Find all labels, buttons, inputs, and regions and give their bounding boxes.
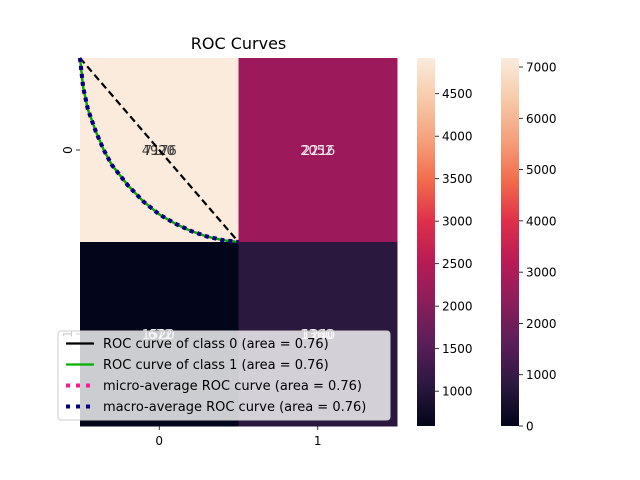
y-tick-label-0: 0 [61, 146, 75, 154]
colorbar-0-tick-label-6: 4000 [442, 130, 473, 144]
colorbar-0-tick-label-3: 2500 [442, 257, 473, 271]
colorbar-0-tick-label-0: 1000 [442, 385, 473, 399]
cell-label-r0c1-1: 2216 [302, 144, 335, 159]
legend-label-0: ROC curve of class 0 (area = 0.76) [103, 337, 329, 352]
colorbar-0-tick-label-2: 2000 [442, 300, 473, 314]
heatmap-cell-r0c1 [238, 58, 398, 243]
colorbar-0-tick-label-1: 1500 [442, 342, 473, 356]
colorbars: 1000 1500 2000 2500 3000 3500 4000 4500 0 1000 200… [417, 58, 557, 434]
legend: ROC curve of class 0 (area = 0.76) ROC cu… [57, 330, 391, 421]
colorbar-1-tick-label-4: 4000 [526, 214, 557, 228]
colorbar-0-tick-label-7: 4500 [442, 87, 473, 101]
colorbar-1-tick-label-7: 7000 [526, 61, 557, 75]
legend-label-2: micro-average ROC curve (area = 0.76) [103, 379, 362, 394]
legend-box [57, 330, 391, 421]
legend-label-1: ROC curve of class 1 (area = 0.76) [103, 358, 329, 373]
roc-lines [78, 57, 240, 244]
colorbar-0 [417, 58, 435, 426]
colorbar-1-tick-label-6: 6000 [526, 112, 557, 126]
x-tick-label-1: 1 [314, 434, 322, 448]
chart-title: ROC Curves [191, 34, 287, 53]
colorbar-0-tick-label-5: 3500 [442, 172, 473, 186]
colorbar-1-tick-label-3: 3000 [526, 266, 557, 280]
colorbar-1-tick-label-5: 5000 [526, 163, 557, 177]
colorbar-1-tick-label-2: 2000 [526, 317, 557, 331]
colorbar-1-tick-label-0: 0 [526, 420, 534, 434]
cell-label-r0c0-0: 4920 [142, 144, 175, 159]
x-tick-label-0: 0 [155, 434, 163, 448]
legend-label-3: macro-average ROC curve (area = 0.76) [103, 400, 366, 415]
roc-series-3 [78, 57, 239, 244]
colorbar-1-tick-label-1: 1000 [526, 368, 557, 382]
colorbar-0-tick-label-4: 3000 [442, 215, 473, 229]
colorbar-1 [501, 58, 519, 426]
chance-line [79, 57, 240, 243]
cell-label-r0c1-0: 2052 [300, 144, 333, 159]
